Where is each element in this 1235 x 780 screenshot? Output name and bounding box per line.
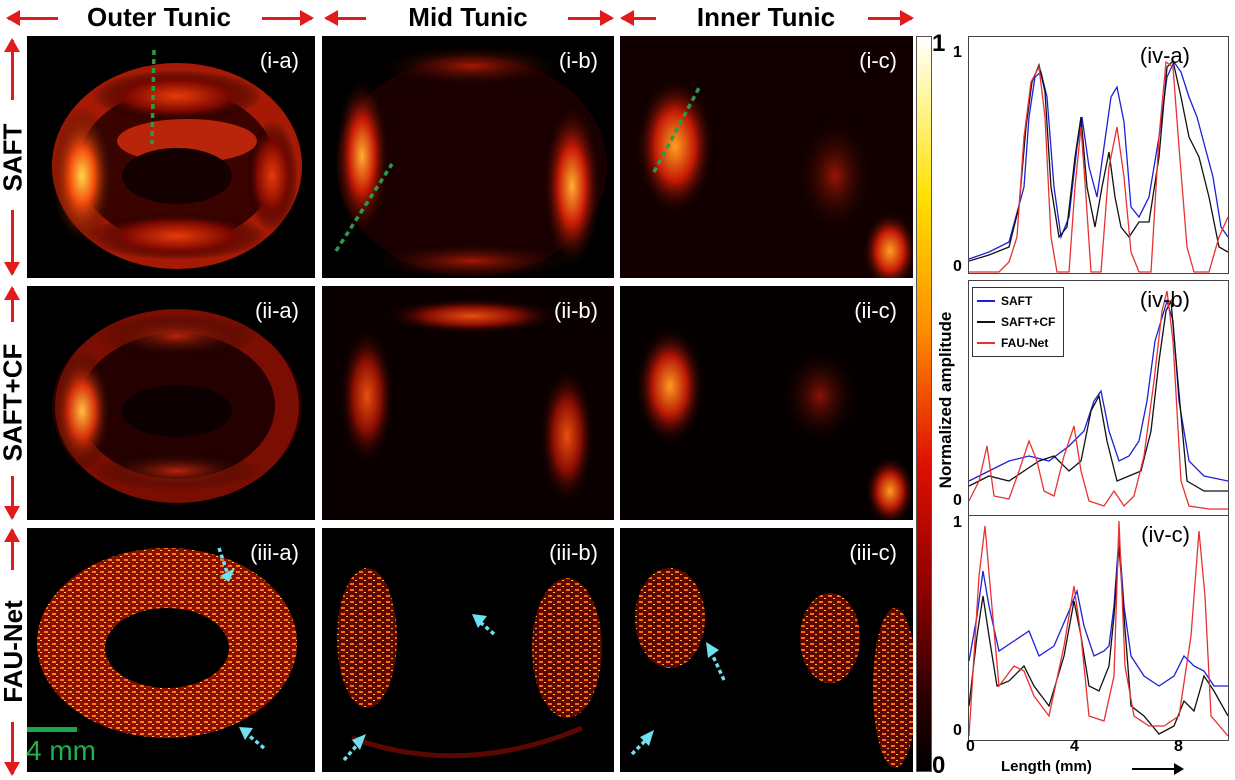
legend-item-saft: SAFT [977,294,1032,308]
plot-y-min-label: 0 [953,258,962,275]
outer-tunic-saft-cf-image [52,309,302,503]
column-label: Mid Tunic [408,1,528,32]
legend-swatch [977,300,995,302]
left-arrow-icon [324,10,366,26]
mid-tunic-fau-net-image [322,528,614,772]
plot-legend: SAFT SAFT+CF FAU-Net [972,287,1064,357]
column-label: Inner Tunic [696,1,836,32]
image-panel-i-c: (i-c) [620,36,913,278]
plot-y-min-label: 0 [953,492,962,509]
column-header-outer: Outer Tunic [0,0,318,34]
inner-tunic-fau-net-image [620,528,913,772]
x-tick-label: 4 [1070,738,1079,755]
x-axis-arrow-icon [1132,763,1184,775]
legend-swatch [977,321,995,323]
right-arrow-icon [568,10,614,26]
colorbar-title: Normalized amplitude [936,311,955,489]
x-tick-label: 0 [966,738,975,755]
inner-tunic-saft-cf-image [620,286,913,520]
plot-y-max-label: 1 [953,514,962,531]
panel-label: (iii-c) [849,540,897,565]
legend-label: SAFT [1001,294,1033,308]
up-arrow-icon [4,528,20,570]
left-arrow-icon [6,10,58,26]
profile-plot-iv-c: (iv-c) [968,515,1229,741]
plot-y-min-label: 0 [953,722,962,739]
legend-swatch [977,342,995,344]
panel-label: (i-b) [558,48,598,73]
profile-plot-curves [969,59,1228,273]
down-arrow-icon [4,476,20,520]
plot-label: (iv-a) [1139,43,1190,68]
inner-tunic-saft-image [620,36,913,278]
x-axis-label: Length (mm) [1001,758,1092,775]
panel-label: (ii-c) [854,298,897,323]
panel-label: (i-c) [859,48,897,73]
image-panel-iii-b: (iii-b) [322,528,614,772]
right-arrow-icon [262,10,314,26]
down-arrow-icon [4,722,20,776]
left-arrow-icon [620,10,656,26]
image-panel-i-b: (i-b) [322,36,614,278]
legend-label: SAFT+CF [1001,315,1056,329]
profile-plot-iv-a: (iv-a) [968,36,1229,274]
colorbar-min-label: 0 [932,752,946,779]
plot-y-max-label: 1 [953,44,962,61]
profile-plot-curves [969,290,1228,510]
up-arrow-icon [4,286,20,322]
outer-tunic-saft-image [50,49,302,269]
colorbar [916,36,932,772]
panel-label: (ii-a) [255,298,299,323]
panel-label: (iii-a) [250,540,299,565]
row-label-text: FAU-Net [0,599,28,703]
legend-item-fau-net: FAU-Net [977,336,1048,350]
right-arrow-icon [868,10,914,26]
image-panel-ii-a: (ii-a) [27,286,315,520]
colorbar-max-label: 1 [932,30,946,57]
row-label-text: SAFT [0,123,28,191]
mid-tunic-saft-image [334,44,607,278]
column-header-mid: Mid Tunic [318,0,618,34]
row-label-text: SAFT+CF [0,343,28,461]
panel-label: (iii-b) [549,540,598,565]
image-panel-ii-b: (ii-b) [322,286,614,520]
image-panel-iii-c: (iii-c) [620,528,913,772]
plot-label: (iv-b) [1139,287,1190,312]
panel-label: (ii-b) [554,298,598,323]
plot-label: (iv-c) [1141,522,1190,547]
profile-plot-curves [969,520,1228,737]
scale-bar-label: 4 mm [26,735,96,766]
outer-tunic-fau-net-image [37,547,297,750]
x-tick-label: 8 [1174,738,1183,755]
up-arrow-icon [4,38,20,100]
column-label: Outer Tunic [87,1,231,32]
mid-tunic-saft-cf-image [322,286,614,520]
scale-bar [27,727,77,732]
legend-label: FAU-Net [1001,336,1049,350]
image-panel-i-a: (i-a) [27,36,315,278]
image-panel-iii-a: (iii-a) [27,528,315,772]
legend-item-saft-cf: SAFT+CF [977,315,1055,329]
panel-label: (i-a) [259,48,299,73]
down-arrow-icon [4,210,20,276]
column-header-inner: Inner Tunic [618,0,914,34]
image-panel-ii-c: (ii-c) [620,286,913,520]
